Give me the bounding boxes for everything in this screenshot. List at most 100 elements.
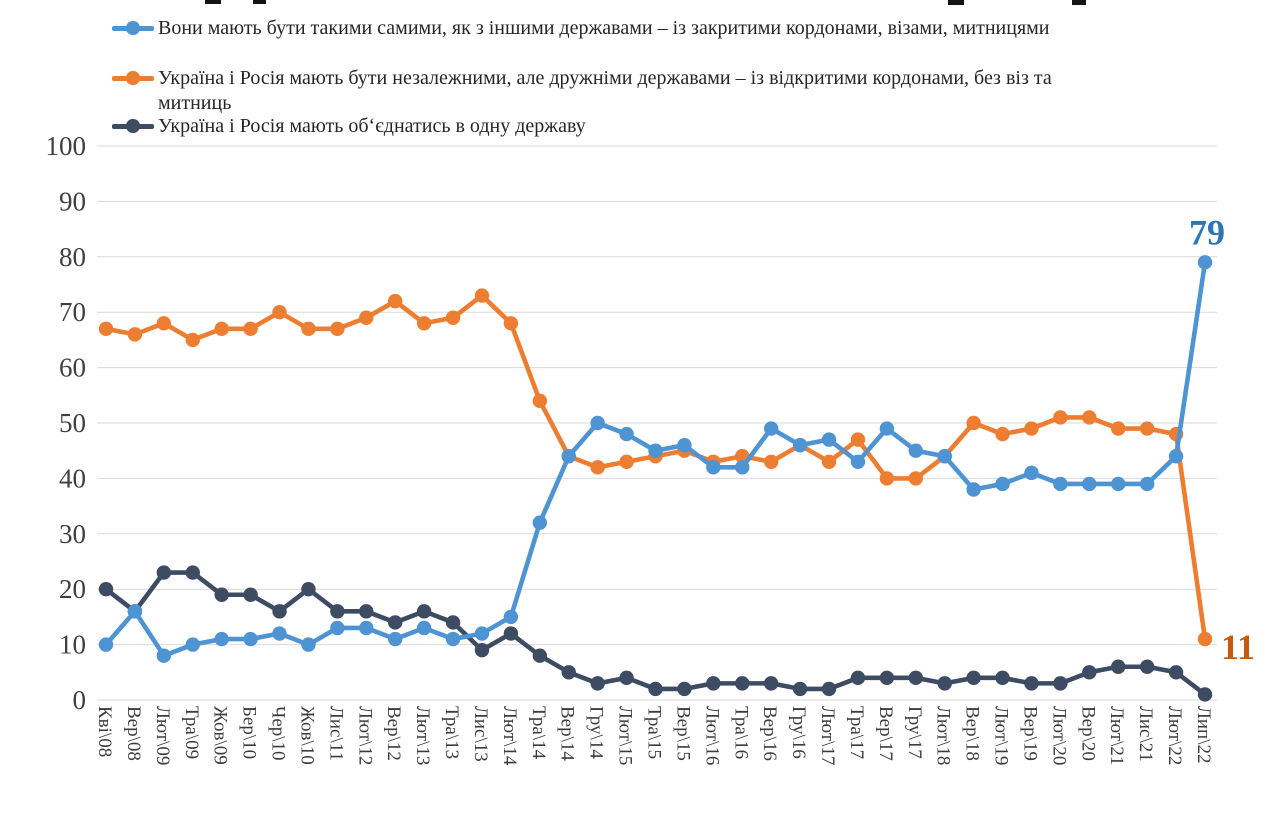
data-point [821, 681, 837, 697]
data-point [416, 604, 432, 619]
legend-item: Вони мають бути такими самими, як з інши… [112, 16, 1050, 41]
data-point [127, 327, 143, 342]
data-point [1111, 659, 1126, 674]
data-point [532, 648, 548, 663]
y-axis-label: 60 [59, 353, 86, 383]
y-axis-label: 70 [59, 297, 86, 327]
legend-item: Україна і Росія мають бути незалежними, … [112, 66, 1052, 116]
data-point [908, 670, 923, 686]
legend-marker-series1 [112, 21, 154, 35]
x-axis-label: Бер\10 [239, 706, 260, 759]
x-axis-label: Лют\16 [701, 706, 722, 765]
data-point [1082, 665, 1097, 680]
data-point [272, 305, 287, 320]
y-axis-label: 10 [59, 630, 86, 660]
data-point [677, 437, 692, 453]
data-point [1053, 676, 1068, 691]
x-axis-label: Лип\22 [1193, 706, 1214, 764]
data-point [619, 670, 634, 686]
x-axis-label: Гру\17 [904, 706, 925, 759]
y-axis-label: 40 [59, 463, 86, 493]
data-point [301, 582, 316, 597]
data-point [214, 631, 229, 647]
legend-item-label: Україна і Росія мають об‘єднатись в одну… [158, 115, 586, 137]
x-axis-label: Тра\15 [644, 706, 665, 759]
legend-dot-icon [126, 21, 140, 35]
data-point [590, 460, 605, 475]
data-point [995, 476, 1010, 492]
data-point [388, 615, 403, 630]
data-point [879, 421, 895, 436]
data-point [735, 676, 750, 691]
data-point [850, 454, 866, 469]
x-axis-label: Вер\16 [759, 706, 780, 761]
x-axis-label: Вер\17 [875, 706, 896, 761]
data-point [619, 426, 634, 442]
x-axis-label: Тра\14 [528, 706, 549, 760]
data-point [763, 421, 779, 436]
data-point [156, 648, 172, 663]
legend-item-label: Вони мають бути такими самими, як з інши… [158, 17, 1050, 39]
data-point [185, 637, 200, 652]
data-point [301, 637, 316, 652]
data-point [792, 437, 808, 453]
data-point [1082, 476, 1097, 492]
data-point [1053, 476, 1068, 492]
data-point [648, 681, 663, 697]
data-point [416, 316, 432, 331]
x-axis-label: Лют\09 [152, 706, 173, 765]
x-axis-label: Вер\08 [123, 706, 144, 761]
legend-marker-series3 [112, 119, 154, 133]
data-point [388, 631, 403, 647]
x-axis-label: Гру\16 [788, 706, 809, 759]
x-axis-label: Тра\13 [441, 706, 462, 759]
x-axis-label: Вер\15 [672, 706, 693, 761]
data-point [908, 443, 923, 458]
data-point [937, 449, 952, 464]
data-point [850, 432, 866, 447]
end-value-label: 11 [1221, 627, 1255, 667]
data-point [330, 604, 345, 619]
data-point [1168, 449, 1184, 464]
y-axis-label: 80 [59, 242, 86, 272]
data-point [821, 432, 837, 447]
x-axis-label: Тра\16 [730, 706, 751, 759]
cropped-title-fragment [1072, 0, 1086, 5]
cropped-title-fragment [205, 0, 221, 4]
data-point [792, 681, 808, 697]
data-point [1053, 410, 1068, 425]
legend-marker-series2 [112, 71, 154, 85]
data-point [127, 604, 143, 619]
data-point [445, 615, 461, 630]
data-point [243, 587, 258, 602]
data-point [706, 676, 721, 691]
legend-item-label: Україна і Росія мають бути незалежними, … [158, 67, 1052, 114]
data-point [966, 670, 981, 686]
data-point [850, 670, 866, 686]
data-point [532, 393, 548, 409]
y-axis-label: 20 [59, 574, 86, 604]
x-axis-label: Вер\18 [962, 706, 983, 761]
data-point [966, 482, 981, 497]
data-point [330, 321, 345, 337]
x-axis-label: Лют\18 [933, 706, 954, 765]
data-point [445, 310, 461, 325]
x-axis-label: Тра\17 [846, 706, 867, 759]
data-point [995, 670, 1010, 686]
data-point [503, 626, 519, 641]
data-point [648, 443, 663, 458]
x-axis-label: Лис\21 [1135, 706, 1156, 762]
x-axis-label: Лют\21 [1106, 706, 1127, 765]
data-point [1111, 476, 1126, 492]
data-point [474, 642, 490, 658]
y-axis-label: 0 [73, 685, 87, 715]
x-axis-label: Лют\15 [615, 706, 636, 765]
x-axis-label: Лют\12 [354, 706, 375, 765]
series-line-2 [103, 293, 1208, 642]
data-point [445, 631, 461, 647]
data-point [98, 321, 114, 337]
end-value-label: 79 [1189, 212, 1225, 252]
data-point [185, 565, 200, 580]
data-point [677, 681, 692, 697]
data-point [1024, 465, 1039, 481]
